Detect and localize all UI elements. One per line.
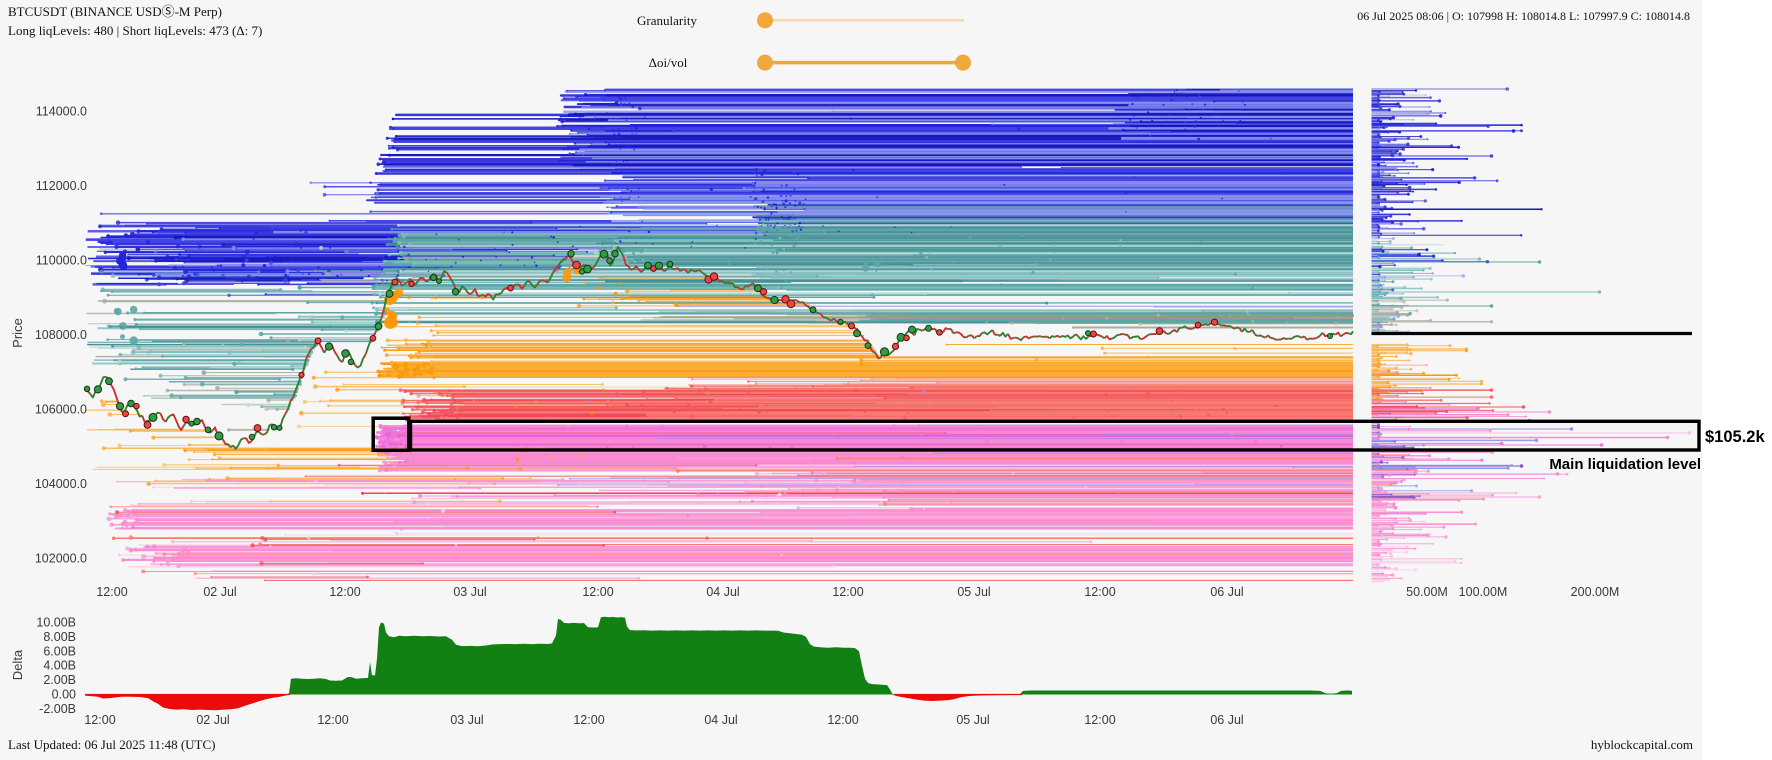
svg-text:12:00: 12:00 — [329, 585, 360, 599]
svg-text:03 Jul: 03 Jul — [450, 713, 483, 727]
svg-text:$105.2k: $105.2k — [1705, 428, 1765, 446]
svg-text:8.00B: 8.00B — [43, 630, 76, 644]
svg-text:06 Jul: 06 Jul — [1210, 585, 1243, 599]
svg-text:100.00M: 100.00M — [1459, 585, 1508, 599]
svg-text:110000.0: 110000.0 — [36, 254, 87, 268]
svg-text:12:00: 12:00 — [96, 585, 127, 599]
svg-text:Main liquidation level: Main liquidation level — [1549, 456, 1701, 473]
svg-text:12:00: 12:00 — [573, 713, 604, 727]
svg-text:10.00B: 10.00B — [36, 616, 76, 630]
svg-text:05 Jul: 05 Jul — [957, 585, 990, 599]
svg-text:102000.0: 102000.0 — [35, 552, 87, 566]
svg-text:12:00: 12:00 — [582, 585, 613, 599]
svg-text:Delta: Delta — [10, 649, 25, 680]
svg-text:106000.0: 106000.0 — [35, 403, 87, 417]
svg-text:04 Jul: 04 Jul — [704, 713, 737, 727]
svg-text:hyblockcapital.com: hyblockcapital.com — [1591, 737, 1693, 752]
svg-text:Δoi/vol: Δoi/vol — [649, 55, 688, 70]
svg-text:50.00M: 50.00M — [1406, 585, 1448, 599]
svg-text:104000.0: 104000.0 — [35, 477, 87, 491]
svg-text:0.00: 0.00 — [52, 688, 76, 702]
svg-text:12:00: 12:00 — [317, 713, 348, 727]
svg-text:06 Jul: 06 Jul — [1210, 713, 1243, 727]
svg-text:Granularity: Granularity — [637, 13, 697, 28]
svg-text:12:00: 12:00 — [832, 585, 863, 599]
svg-text:02 Jul: 02 Jul — [203, 585, 236, 599]
svg-text:112000.0: 112000.0 — [36, 179, 87, 193]
svg-text:02 Jul: 02 Jul — [196, 713, 229, 727]
svg-text:12:00: 12:00 — [1084, 713, 1115, 727]
svg-text:-2.00B: -2.00B — [39, 702, 76, 716]
svg-text:BTCUSDT (BINANCE USDⓈ-M Perp): BTCUSDT (BINANCE USDⓈ-M Perp) — [8, 4, 222, 19]
svg-text:04 Jul: 04 Jul — [706, 585, 739, 599]
svg-text:200.00M: 200.00M — [1571, 585, 1620, 599]
svg-text:2.00B: 2.00B — [43, 673, 76, 687]
svg-text:12:00: 12:00 — [84, 713, 115, 727]
svg-text:12:00: 12:00 — [1084, 585, 1115, 599]
svg-text:114000.0: 114000.0 — [36, 105, 87, 119]
svg-text:6.00B: 6.00B — [43, 644, 76, 658]
svg-text:Long liqLevels: 480 | Short li: Long liqLevels: 480 | Short liqLevels: 4… — [8, 23, 262, 38]
svg-text:03 Jul: 03 Jul — [453, 585, 486, 599]
svg-text:Last Updated: 06 Jul 2025 11:4: Last Updated: 06 Jul 2025 11:48 (UTC) — [8, 737, 216, 752]
svg-text:108000.0: 108000.0 — [35, 328, 87, 342]
svg-text:06 Jul 2025 08:06 | O: 107998: 06 Jul 2025 08:06 | O: 107998 H: 108014.… — [1357, 9, 1690, 23]
svg-text:12:00: 12:00 — [827, 713, 858, 727]
svg-text:Price: Price — [10, 318, 25, 348]
svg-text:4.00B: 4.00B — [43, 659, 76, 673]
svg-text:05 Jul: 05 Jul — [956, 713, 989, 727]
